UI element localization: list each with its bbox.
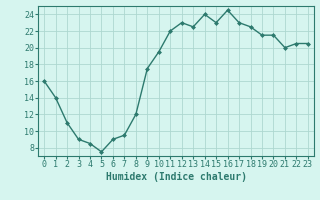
X-axis label: Humidex (Indice chaleur): Humidex (Indice chaleur) xyxy=(106,172,246,182)
